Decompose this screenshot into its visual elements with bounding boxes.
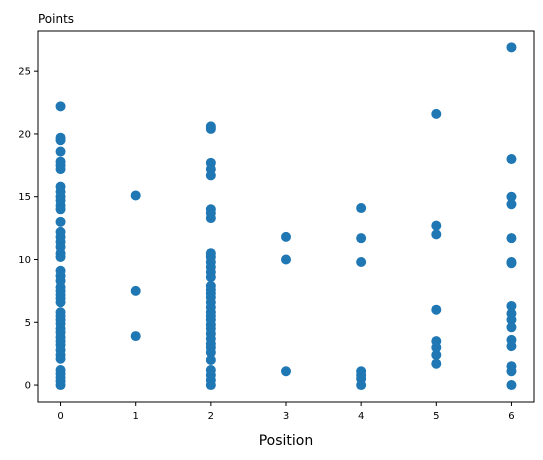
data-point [281,254,291,265]
data-point [55,380,66,391]
x-tick-label: 6 [508,411,514,422]
data-point [431,108,442,119]
data-point [55,164,66,175]
y-tick-label: 25 [18,67,31,78]
data-point [506,322,517,333]
data-point [55,216,66,227]
data-point [506,341,517,352]
data-point [55,251,66,262]
y-tick-label: 10 [18,255,31,266]
data-point [431,229,442,240]
data-point [55,146,66,157]
data-point [506,199,517,210]
y-axis-ticks: 0 5 10 15 20 25 [18,67,38,392]
data-point [205,347,216,358]
data-point [356,233,367,244]
y-tick-label: 20 [18,129,31,140]
y-tick-label: 0 [25,381,31,392]
x-tick-label: 0 [57,411,63,422]
data-point [130,190,141,201]
data-point [130,331,141,342]
x-tick-label: 4 [358,411,364,422]
data-point [205,272,216,283]
data-point [506,233,517,244]
data-point [356,380,367,391]
x-tick-label: 2 [208,411,214,422]
data-point [356,203,367,214]
data-point [431,349,442,360]
data-point [506,380,517,391]
data-point [431,358,442,369]
data-point [506,258,517,269]
x-axis-ticks: 0 1 2 3 4 5 6 [57,402,515,422]
data-point [205,213,216,224]
data-point [205,123,216,134]
data-point [506,154,517,165]
data-point [506,300,517,311]
data-point [281,366,291,377]
data-point [356,257,367,268]
data-point [55,135,66,146]
x-axis-label: Position [259,433,314,449]
data-point [130,285,141,296]
y-tick-label: 5 [25,318,31,329]
data-point [205,380,216,391]
data-point [55,297,66,308]
y-axis-label: Points [38,12,74,26]
data-point [431,304,442,315]
data-point [506,42,517,53]
x-tick-label: 5 [433,411,439,422]
data-point [55,353,66,364]
plot-background [38,31,534,402]
data-point [205,170,216,181]
x-tick-label: 3 [283,411,289,422]
data-point [281,231,291,242]
data-point [55,101,66,112]
data-point [205,354,216,365]
points-layer [55,42,517,391]
data-point [506,366,517,377]
x-tick-label: 1 [133,411,139,422]
data-point [506,191,517,202]
data-point [431,342,442,353]
y-tick-label: 15 [18,192,31,203]
data-point [506,314,517,325]
plot-frame [37,30,535,403]
data-point [431,220,442,231]
data-point [55,204,66,215]
